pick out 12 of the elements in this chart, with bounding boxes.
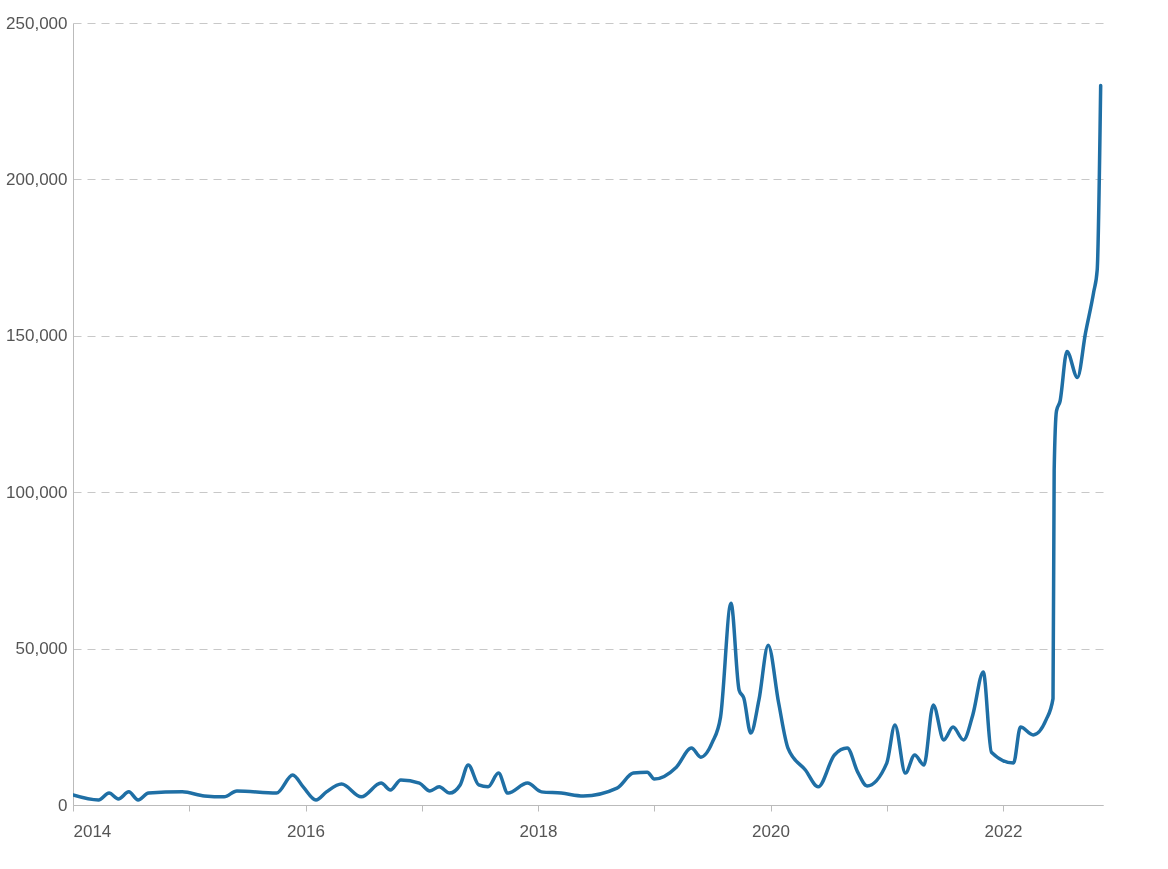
x-tick-label: 2014 xyxy=(73,821,112,841)
x-tick-label: 2016 xyxy=(287,821,325,841)
line-series xyxy=(73,83,1103,802)
x-tick-label: 2018 xyxy=(519,821,558,841)
y-tick-label: 50,000 xyxy=(15,639,68,659)
x-tick-label: 2022 xyxy=(984,821,1023,841)
y-tick-label: 200,000 xyxy=(6,169,68,189)
y-tick-label: 100,000 xyxy=(6,482,68,502)
y-tick-label: 250,000 xyxy=(6,13,68,33)
y-tick-label: 150,000 xyxy=(6,326,68,346)
x-tick-label: 2020 xyxy=(752,821,790,841)
y-tick-label: 0 xyxy=(58,795,68,815)
